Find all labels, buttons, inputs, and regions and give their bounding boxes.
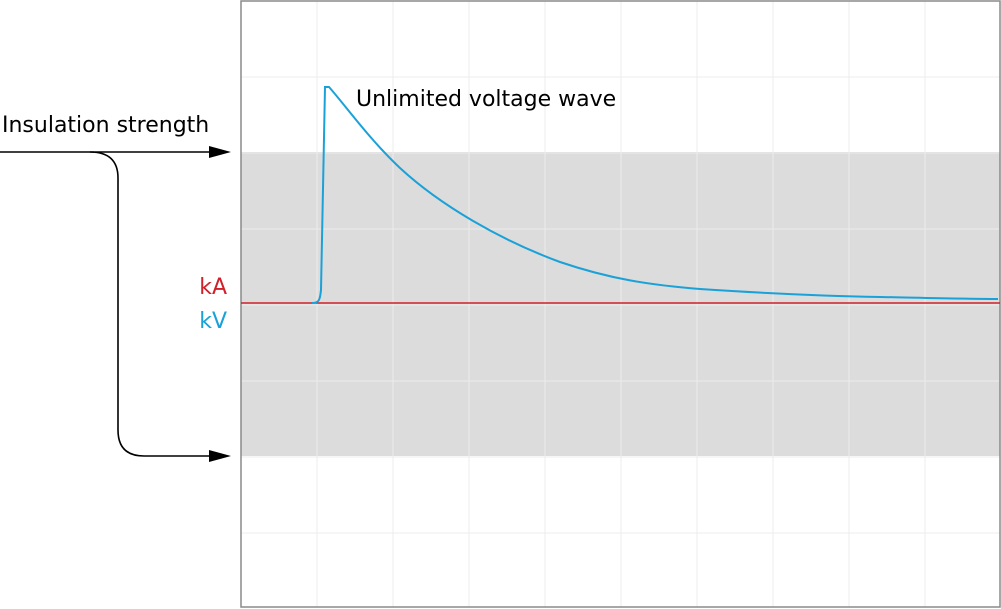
voltage-unit-label: kV	[199, 309, 227, 334]
upper-arrowhead-icon	[209, 146, 231, 158]
grid-lines	[241, 1, 1000, 607]
insulation-arrows	[0, 151, 212, 457]
current-unit-label: kA	[199, 275, 227, 300]
insulation-strength-label: Insulation strength	[2, 113, 209, 138]
wave-label: Unlimited voltage wave	[356, 87, 616, 112]
voltage-wave-curve	[311, 86, 999, 304]
plot-frame	[240, 0, 1001, 608]
lower-arrowhead-icon	[209, 450, 231, 462]
lower-arrow-connector	[89, 151, 212, 457]
